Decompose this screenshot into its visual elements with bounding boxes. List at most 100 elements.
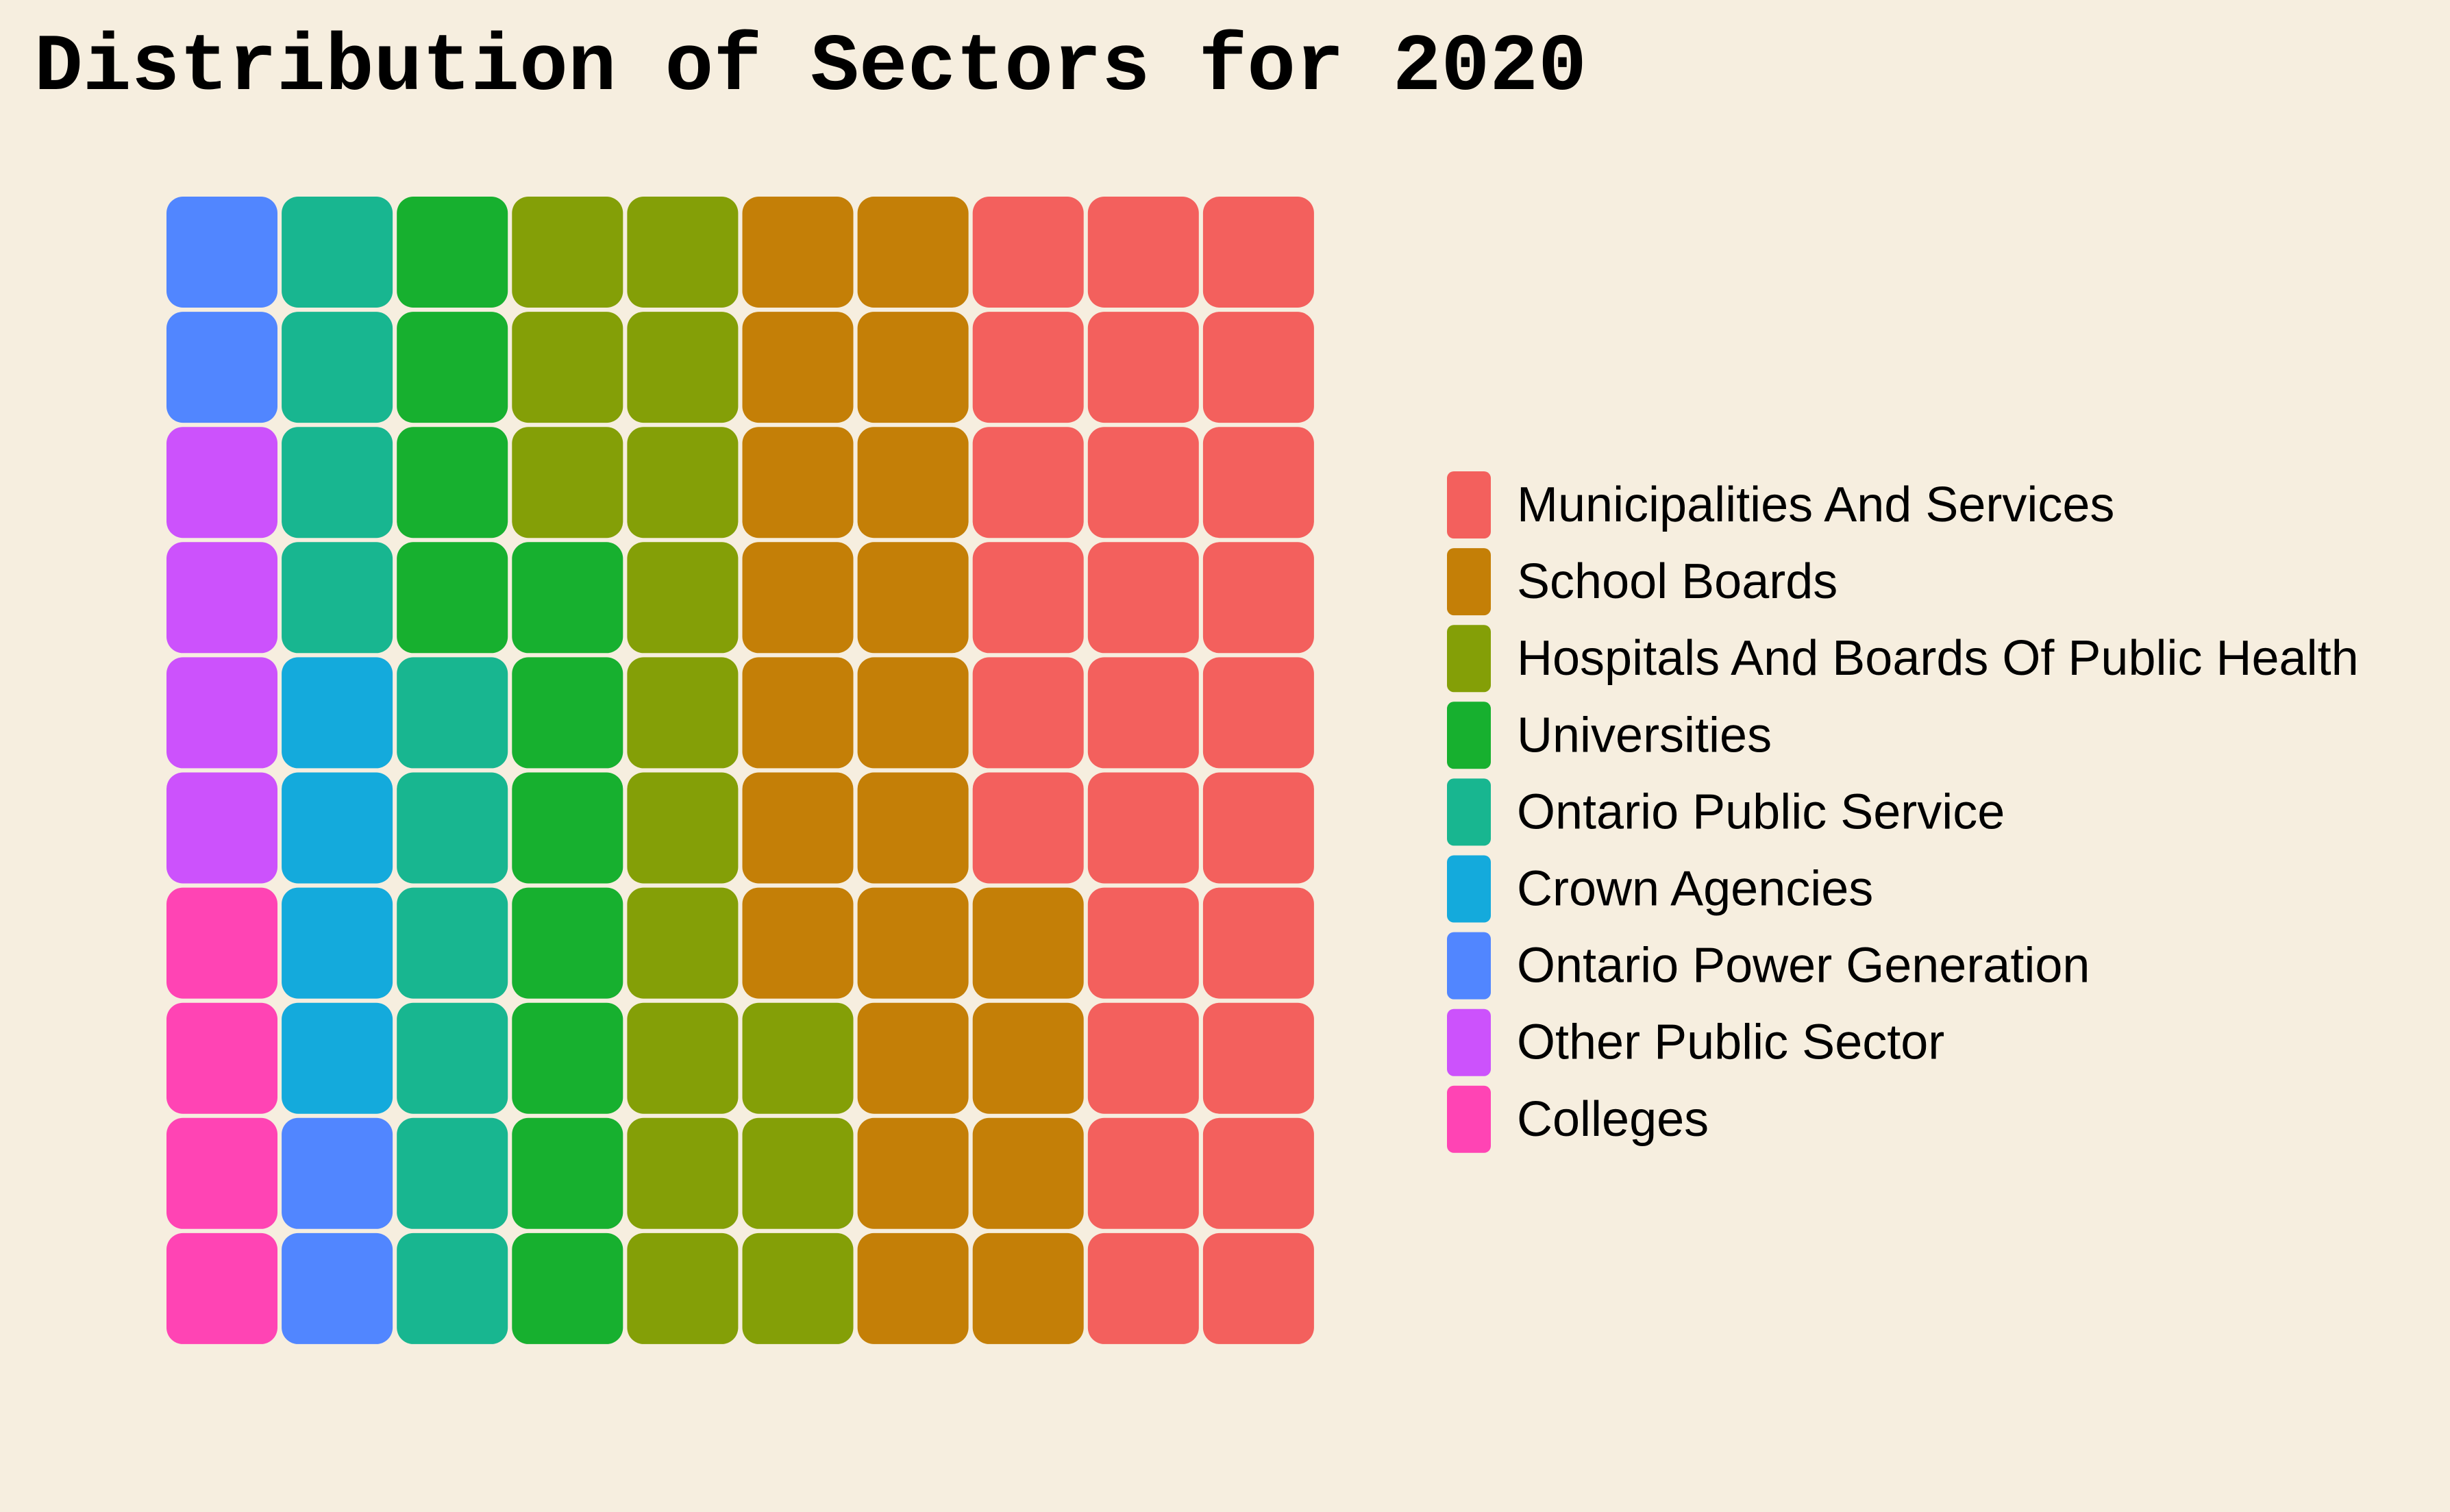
waffle-cell	[857, 772, 969, 884]
waffle-cell	[512, 427, 623, 538]
legend-key	[1447, 1085, 1491, 1153]
waffle-cell	[627, 1002, 739, 1114]
waffle-cell	[1087, 657, 1199, 769]
waffle-cell	[397, 1232, 508, 1344]
waffle-cell	[742, 197, 854, 308]
waffle-cell	[742, 542, 854, 654]
waffle-cell	[1202, 1002, 1314, 1114]
waffle-cell	[742, 1002, 854, 1114]
waffle-cell	[512, 1002, 623, 1114]
waffle-cell	[512, 772, 623, 884]
legend-key	[1447, 702, 1491, 769]
waffle-cell	[742, 427, 854, 538]
waffle-cell	[282, 1002, 393, 1114]
waffle-cell	[972, 312, 1084, 423]
waffle-cell	[512, 312, 623, 423]
waffle-cell	[282, 312, 393, 423]
waffle-cell	[627, 1117, 739, 1229]
waffle-cell	[166, 427, 277, 538]
waffle-cell	[627, 772, 739, 884]
waffle-cell	[397, 542, 508, 654]
waffle-cell	[1202, 1232, 1314, 1344]
waffle-cell	[857, 542, 969, 654]
waffle-cell	[972, 542, 1084, 654]
waffle-cell	[282, 1232, 393, 1344]
waffle-cell	[857, 1002, 969, 1114]
legend-item: Hospitals And Boards Of Public Health	[1447, 625, 2359, 693]
waffle-cell	[627, 887, 739, 999]
legend-label: Ontario Public Service	[1517, 784, 2005, 839]
waffle-cell	[512, 657, 623, 769]
waffle-cell	[857, 427, 969, 538]
waffle-cell	[627, 197, 739, 308]
waffle-cell	[627, 312, 739, 423]
waffle-cell	[397, 1002, 508, 1114]
legend-item: Crown Agencies	[1447, 855, 1873, 923]
legend-item: Municipalities And Services	[1447, 471, 2114, 538]
waffle-cell	[397, 1117, 508, 1229]
legend-label: Colleges	[1517, 1092, 1709, 1147]
waffle-cell	[512, 887, 623, 999]
waffle-cell	[1202, 312, 1314, 423]
legend-item: Ontario Power Generation	[1447, 932, 2090, 1000]
waffle-cell	[282, 427, 393, 538]
waffle-cell	[742, 1232, 854, 1344]
waffle-cell	[1202, 657, 1314, 769]
legend-label: Municipalities And Services	[1517, 478, 2114, 532]
waffle-cell	[166, 1117, 277, 1229]
waffle-cell	[972, 887, 1084, 999]
waffle-cell	[972, 197, 1084, 308]
waffle-cell	[742, 772, 854, 884]
waffle-cell	[282, 197, 393, 308]
waffle-cell	[512, 1232, 623, 1344]
waffle-cell	[972, 1232, 1084, 1344]
legend-key	[1447, 471, 1491, 538]
waffle-cell	[1202, 1117, 1314, 1229]
waffle-cell	[166, 312, 277, 423]
waffle-cell	[857, 197, 969, 308]
legend-key	[1447, 778, 1491, 846]
waffle-cell	[972, 1002, 1084, 1114]
legend-key	[1447, 625, 1491, 693]
legend-key	[1447, 855, 1491, 923]
waffle-cell	[627, 1232, 739, 1344]
legend-item: Universities	[1447, 702, 1772, 769]
waffle-cell	[627, 427, 739, 538]
waffle-cell	[166, 887, 277, 999]
legend-label: Universities	[1517, 708, 1772, 763]
waffle-cell	[166, 657, 277, 769]
waffle-cell	[1087, 772, 1199, 884]
waffle-cell	[1202, 772, 1314, 884]
waffle-cell	[397, 427, 508, 538]
waffle-cell	[1202, 542, 1314, 654]
waffle-cell	[282, 1117, 393, 1229]
waffle-cell	[166, 1002, 277, 1114]
waffle-cell	[397, 887, 508, 999]
legend-item: School Boards	[1447, 548, 1838, 616]
waffle-cell	[1087, 887, 1199, 999]
legend-item: Other Public Sector	[1447, 1008, 1944, 1076]
waffle-cell	[742, 657, 854, 769]
waffle-cell	[512, 197, 623, 308]
legend-key	[1447, 932, 1491, 1000]
waffle-cell	[1202, 887, 1314, 999]
waffle-cell	[512, 1117, 623, 1229]
chart-title: Distribution of Sectors for 2020	[34, 23, 1587, 114]
waffle-cell	[857, 312, 969, 423]
waffle-cell	[166, 1232, 277, 1344]
waffle-grid	[166, 197, 1314, 1344]
legend: Municipalities And Services School Boards…	[1447, 471, 2359, 1153]
waffle-cell	[1087, 312, 1199, 423]
legend-label: School Boards	[1517, 554, 1838, 609]
waffle-cell	[397, 312, 508, 423]
waffle-cell	[1087, 1232, 1199, 1344]
waffle-cell	[1087, 427, 1199, 538]
legend-item: Ontario Public Service	[1447, 778, 2005, 846]
waffle-cell	[972, 1117, 1084, 1229]
waffle-cell	[1087, 542, 1199, 654]
waffle-cell	[397, 657, 508, 769]
legend-key	[1447, 1008, 1491, 1076]
waffle-cell	[397, 197, 508, 308]
